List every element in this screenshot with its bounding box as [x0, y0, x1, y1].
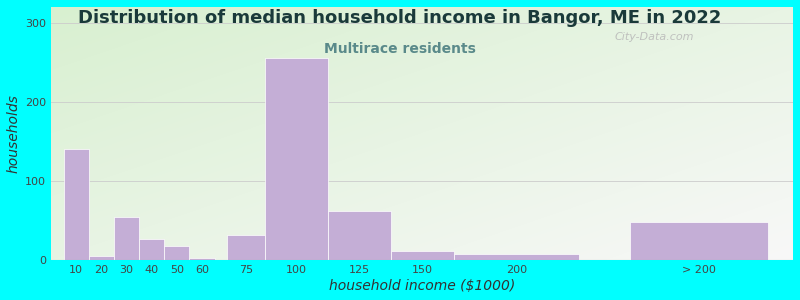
Bar [139, 239, 164, 260]
Bar [328, 211, 390, 260]
Text: Distribution of median household income in Bangor, ME in 2022: Distribution of median household income … [78, 9, 722, 27]
Bar [265, 58, 328, 260]
Bar [630, 222, 768, 260]
Bar [114, 217, 139, 260]
Bar [390, 251, 454, 260]
Y-axis label: households: households [7, 94, 21, 173]
Bar [190, 258, 214, 260]
Bar [454, 254, 579, 260]
Bar [164, 246, 190, 260]
X-axis label: household income ($1000): household income ($1000) [329, 279, 515, 293]
Bar [89, 256, 114, 260]
Bar [64, 149, 89, 260]
Text: City-Data.com: City-Data.com [615, 32, 694, 42]
Bar [227, 235, 265, 260]
Text: Multirace residents: Multirace residents [324, 42, 476, 56]
